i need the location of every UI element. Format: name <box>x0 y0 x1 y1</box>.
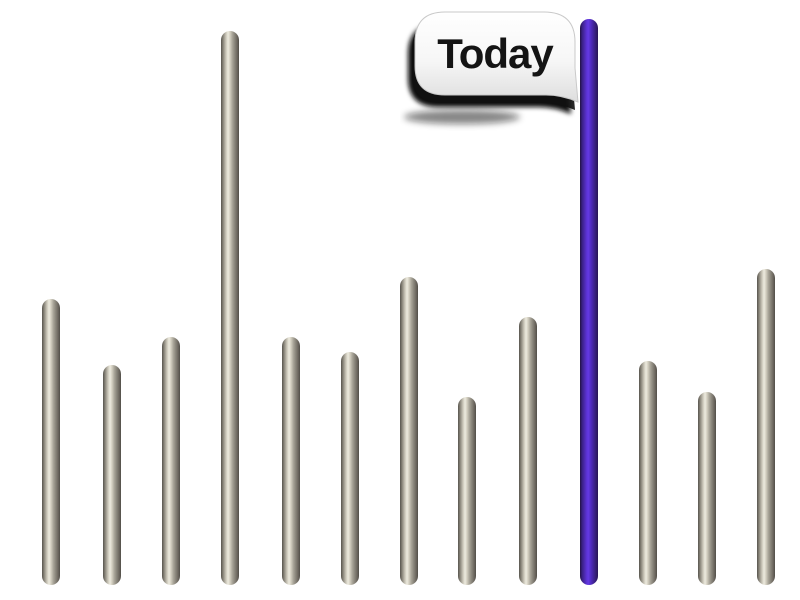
timeline-bar <box>103 365 121 585</box>
timeline-bar <box>519 317 537 585</box>
timeline-bar <box>698 392 716 585</box>
timeline-bar <box>282 337 300 585</box>
timeline-bar <box>162 337 180 585</box>
timeline-bar <box>400 277 418 585</box>
timeline-bar <box>341 352 359 585</box>
today-bar <box>580 19 598 585</box>
timeline-bar <box>757 269 775 585</box>
timeline-bar <box>221 31 239 585</box>
timeline-bar <box>42 299 60 585</box>
timeline-bar <box>639 361 657 585</box>
timeline-bar <box>458 397 476 585</box>
